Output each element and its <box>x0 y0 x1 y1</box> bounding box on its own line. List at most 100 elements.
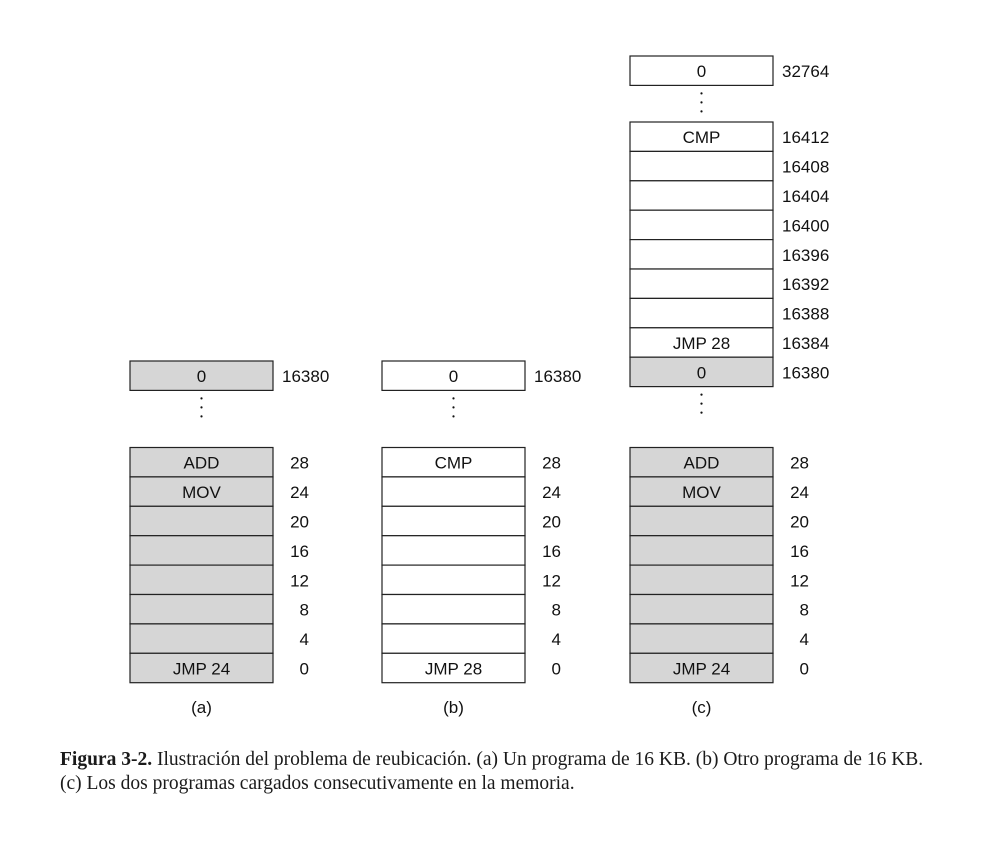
ellipsis-dot <box>700 92 703 95</box>
panel-a-cell <box>129 623 274 654</box>
panel-c-upper-cell <box>629 150 774 182</box>
relocation-diagram: 0 16380 ADD 28 MOV 24 20 16 12 8 4 JMP 24 0 (a) 0 16380… <box>129 55 829 717</box>
ellipsis-dot <box>452 415 455 418</box>
panel-c-cell-address: 4 <box>800 630 809 649</box>
panel-c-cell <box>629 652 774 684</box>
panel-a-cell <box>129 446 274 478</box>
panel-b-cell <box>381 476 526 507</box>
panel-c-cell-label: JMP 24 <box>673 660 730 679</box>
panel-c-ellipsis-lower <box>700 393 703 414</box>
panel-c-upper-cell-address: 16380 <box>782 363 829 382</box>
panel-b-cell-address: 8 <box>552 601 561 620</box>
panel-b-cell-address: 16 <box>542 542 561 561</box>
panel-c-upper-cell-address: 16412 <box>782 128 829 147</box>
panel-b-cell <box>381 652 526 684</box>
panel-c-upper-cell-address: 16404 <box>782 187 829 206</box>
panel-a-cell-address: 12 <box>290 571 309 590</box>
panel-a-cell-address: 24 <box>290 483 309 502</box>
panel-c-upper-cell <box>629 327 774 358</box>
panel-c-top-cell-address: 32764 <box>782 62 829 81</box>
panel-b-cell-address: 0 <box>552 660 561 679</box>
panel-c-cell-address: 12 <box>790 571 809 590</box>
panel-b-cell <box>381 564 526 596</box>
panel-c-upper-cell <box>629 180 774 211</box>
panel-b-cell-address: 24 <box>542 483 561 502</box>
panel-c-cell <box>629 505 774 537</box>
ellipsis-dot <box>200 397 203 400</box>
panel-a-cell-address: 20 <box>290 513 309 532</box>
panel-a-cell <box>129 593 274 625</box>
panel-a-cell-address: 8 <box>300 601 309 620</box>
panel-a-cell <box>129 505 274 537</box>
caption-label: Figura 3-2. <box>60 749 153 770</box>
panel-b-top-cell-label: 0 <box>449 367 458 386</box>
panel-b-top-cell <box>381 360 526 391</box>
panel-b-cell <box>381 593 526 625</box>
panel-c-upper-cell-address: 16388 <box>782 305 829 324</box>
panel-c-cell-address: 0 <box>800 660 809 679</box>
panel-c-cell-address: 8 <box>800 601 809 620</box>
panel-c-cell-address: 28 <box>790 454 809 473</box>
panel-b-cell <box>381 446 526 478</box>
panel-b-label: (b) <box>443 698 464 717</box>
panel-a-top-cell-label: 0 <box>197 367 206 386</box>
panel-a-cell-address: 0 <box>300 660 309 679</box>
ellipsis-dot <box>700 393 703 396</box>
ellipsis-dot <box>452 397 455 400</box>
panel-c-upper-cell-label: 0 <box>697 363 706 382</box>
panel-b-cell-address: 20 <box>542 513 561 532</box>
panel-a-cell <box>129 564 274 596</box>
panel-a-cell <box>129 535 274 566</box>
panel-c-cell <box>629 446 774 478</box>
panel-b-top-cell-address: 16380 <box>534 367 581 386</box>
panel-c-upper-cell-address: 16400 <box>782 216 829 235</box>
panel-a-cell-label: JMP 24 <box>173 660 230 679</box>
panel-c-upper-cell-address: 16384 <box>782 334 829 353</box>
panel-c-upper-cell-address: 16396 <box>782 246 829 265</box>
ellipsis-dot <box>200 406 203 409</box>
panel-c-cell-address: 16 <box>790 542 809 561</box>
panel-a-cell-address: 4 <box>300 630 309 649</box>
panel-b-cell <box>381 505 526 537</box>
panel-c-cell <box>629 593 774 625</box>
panel-c-upper-cell-address: 16408 <box>782 158 829 177</box>
panel-a-cell-label: ADD <box>184 454 220 473</box>
panel-a-top-cell-address: 16380 <box>282 367 329 386</box>
panel-b-cell <box>381 535 526 566</box>
figure-caption: Figura 3-2. Ilustración del problema de … <box>60 748 940 796</box>
panel-a-ellipsis-upper <box>200 397 203 418</box>
panel-a-top-cell <box>129 360 274 391</box>
panel-a-cell-label: MOV <box>182 483 221 502</box>
panel-c-cell-label: ADD <box>684 454 720 473</box>
panel-c-upper-cell-label: JMP 28 <box>673 334 730 353</box>
panel-c-upper-cell <box>629 268 774 299</box>
panel-c-label: (c) <box>692 698 712 717</box>
panel-a-cell-address: 16 <box>290 542 309 561</box>
panel-b-cell-address: 4 <box>552 630 561 649</box>
panel-b-ellipsis-upper <box>452 397 455 418</box>
panel-c-cell-address: 24 <box>790 483 809 502</box>
ellipsis-dot <box>452 406 455 409</box>
panel-c-upper-cell <box>629 239 774 270</box>
caption-text: Ilustración del problema de reubicación.… <box>60 749 924 794</box>
panel-c-ellipsis-upper <box>700 92 703 113</box>
panel-c-top-cell <box>629 55 774 86</box>
ellipsis-dot <box>700 101 703 104</box>
ellipsis-dot <box>700 402 703 405</box>
panel-b-cell-label: CMP <box>435 454 473 473</box>
panel-c-top-cell-label: 0 <box>697 62 706 81</box>
panel-a-cell-address: 28 <box>290 454 309 473</box>
panel-c-upper-cell <box>629 356 774 388</box>
panel-c-cell-label: MOV <box>682 483 721 502</box>
panel-c-cell <box>629 535 774 566</box>
panel-c-cell <box>629 564 774 596</box>
panel-b-cell-address: 28 <box>542 454 561 473</box>
panel-c-upper-cell-address: 16392 <box>782 275 829 294</box>
panel-b-cell-label: JMP 28 <box>425 660 482 679</box>
panel-c-upper-cell-label: CMP <box>683 128 721 147</box>
ellipsis-dot <box>200 415 203 418</box>
panel-c-cell <box>629 623 774 654</box>
ellipsis-dot <box>700 110 703 113</box>
panel-b-cell <box>381 623 526 654</box>
ellipsis-dot <box>700 411 703 414</box>
